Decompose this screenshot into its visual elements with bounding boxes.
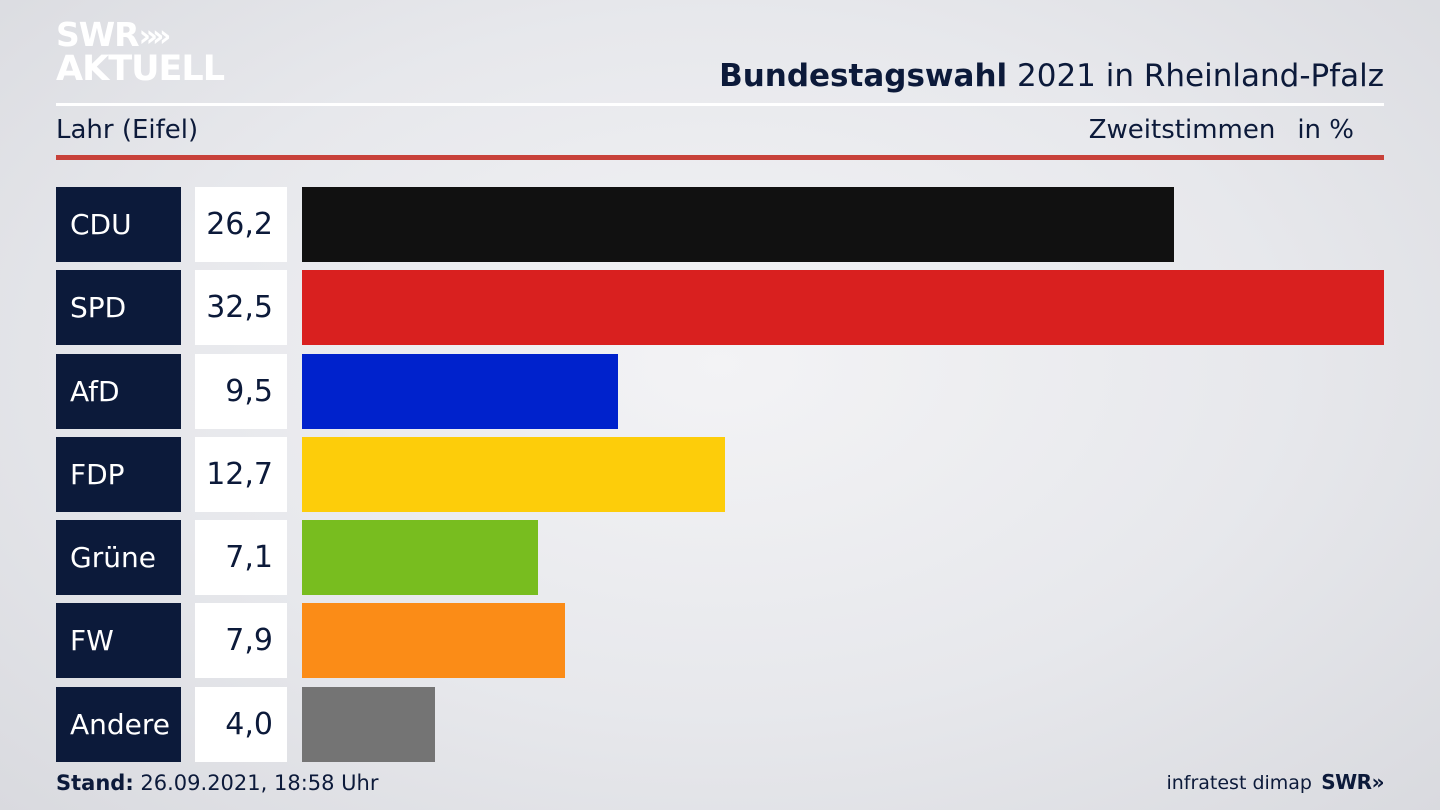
value-label: 7,9 <box>195 603 287 679</box>
bar <box>302 686 435 762</box>
bar-row: AfD 9,5 <box>56 353 1384 429</box>
bar-row: Grüne 7,1 <box>56 520 1384 596</box>
source-label: infratest dimap <box>1166 772 1312 794</box>
subheader: Zweitstimmen in % <box>1089 115 1354 145</box>
bar-chart: CDU 26,2 SPD 32,5 AfD 9,5 FDP 12,7 Grüne 7,1 FW 7,9… <box>56 187 1384 770</box>
value-label: 26,2 <box>195 187 287 262</box>
value-label: 12,7 <box>195 436 287 512</box>
value-label: 9,5 <box>195 353 287 429</box>
bar <box>302 436 725 512</box>
bar-row: FW 7,9 <box>56 603 1384 679</box>
header-divider <box>56 103 1384 106</box>
region-label: Lahr (Eifel) <box>56 115 199 145</box>
value-label: 4,0 <box>195 686 287 762</box>
bar-row: SPD 32,5 <box>56 270 1384 346</box>
accent-divider <box>56 155 1384 160</box>
value-label: 32,5 <box>195 270 287 346</box>
bar <box>302 187 1174 262</box>
party-label: Grüne <box>56 520 181 596</box>
stand-label: Stand: <box>56 771 134 795</box>
bar <box>302 353 618 429</box>
vote-type-label: Zweitstimmen <box>1088 115 1276 145</box>
party-label: CDU <box>56 187 181 262</box>
party-label: SPD <box>56 270 181 346</box>
party-label: FW <box>56 603 181 679</box>
swr-aktuell-logo: SWR»» AKTUELL <box>56 15 225 89</box>
timestamp: Stand: 26.09.2021, 18:58 Uhr <box>56 771 379 795</box>
unit-label: in % <box>1297 115 1354 145</box>
bar-row: Andere 4,0 <box>56 686 1384 762</box>
bar-row: FDP 12,7 <box>56 436 1384 512</box>
page-title: Bundestagswahl 2021 in Rheinland-Pfalz <box>719 58 1384 94</box>
bar <box>302 520 538 596</box>
bar-row: CDU 26,2 <box>56 187 1384 262</box>
party-label: AfD <box>56 353 181 429</box>
bar <box>302 270 1384 346</box>
swr-brand-logo: SWR» <box>1321 770 1384 794</box>
title-bold: Bundestagswahl <box>719 58 1008 94</box>
party-label: FDP <box>56 436 181 512</box>
party-label: Andere <box>56 686 181 762</box>
value-label: 7,1 <box>195 520 287 596</box>
stand-value: 26.09.2021, 18:58 Uhr <box>133 771 379 795</box>
title-rest: 2021 in Rheinland-Pfalz <box>1007 58 1384 94</box>
bar <box>302 603 565 679</box>
